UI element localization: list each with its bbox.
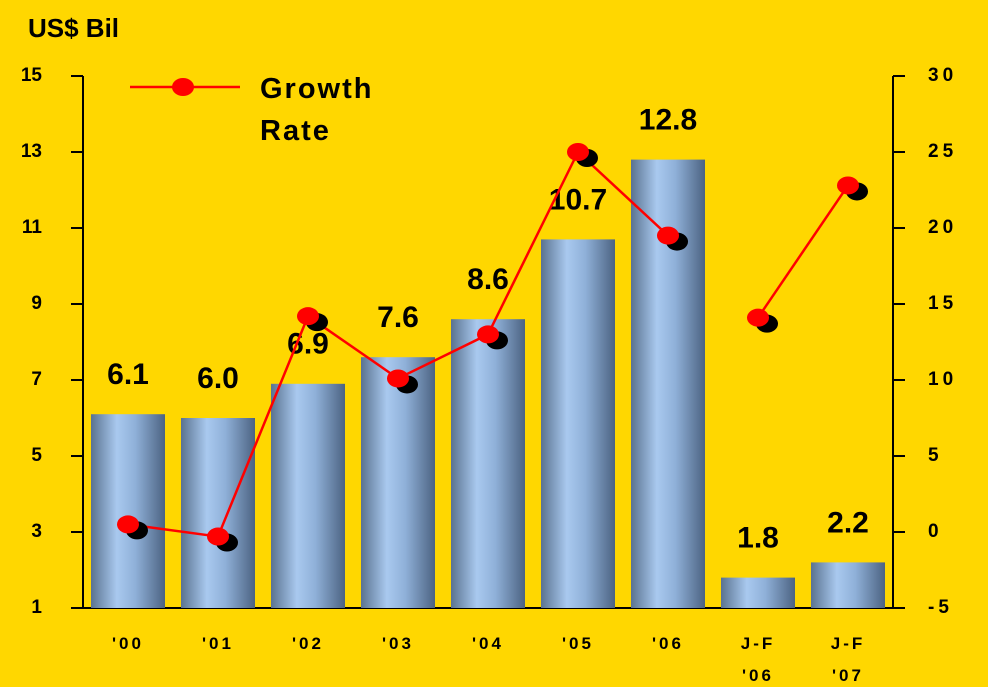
marker [117,515,139,534]
y-tick-label: 7 [31,369,42,390]
x-tick-label: J-F '06 [740,634,776,685]
x-tick-label: '02 [292,634,324,653]
x-tick-label: '04 [472,634,504,653]
y-tick-label: 1 [31,597,42,618]
y2-tick-label: 20 [928,217,957,238]
y2-tick-label: -5 [928,597,953,618]
x-tick-label: '03 [382,634,414,653]
bar-value-label: 7.6 [377,301,419,334]
marker [837,176,859,195]
y-tick-label: 9 [31,293,42,314]
bar-value-label: 8.6 [467,263,509,296]
bar-value-label: 12.8 [639,104,697,137]
bar-value-label: 10.7 [549,183,607,216]
y-axis-title: US$ Bil [28,13,119,43]
y-tick-label: 13 [21,141,42,162]
x-tick-label: J-F '07 [830,634,866,685]
bar-value-label: 6.1 [107,358,149,391]
bar [91,414,165,608]
bar [271,383,345,608]
bar-value-label: 6.9 [287,328,329,361]
y-tick-label: 15 [21,65,43,86]
bar [721,577,795,608]
y-tick-label: 3 [31,521,42,542]
y-tick-label: 5 [31,445,42,466]
bar-value-label: 6.0 [197,362,239,395]
y2-tick-label: 10 [928,369,957,390]
growth-line [756,184,850,319]
y2-tick-label: 30 [928,65,957,86]
marker [747,308,769,327]
bar [541,239,615,608]
marker [387,369,409,388]
bar [361,357,435,608]
y2-tick-label: 25 [928,141,957,162]
y2-tick-label: 5 [928,445,943,466]
x-tick-label: '05 [562,634,594,653]
y2-tick-label: 15 [928,293,957,314]
bar-value-label: 1.8 [737,522,779,555]
x-tick-label: '06 [652,634,684,653]
marker [657,226,679,245]
bar [451,319,525,608]
x-tick-label: '00 [112,634,144,653]
bar-value-label: 2.2 [827,506,869,539]
y2-tick-label: 0 [928,521,943,542]
legend-marker [172,78,194,96]
marker [477,325,499,344]
bar [811,562,885,608]
marker [567,143,589,161]
legend-label: Growth Rate [260,73,374,147]
bar [181,418,255,608]
marker [297,307,319,326]
y-tick-label: 11 [22,217,43,238]
x-tick-label: '01 [202,634,234,653]
marker [207,527,229,546]
